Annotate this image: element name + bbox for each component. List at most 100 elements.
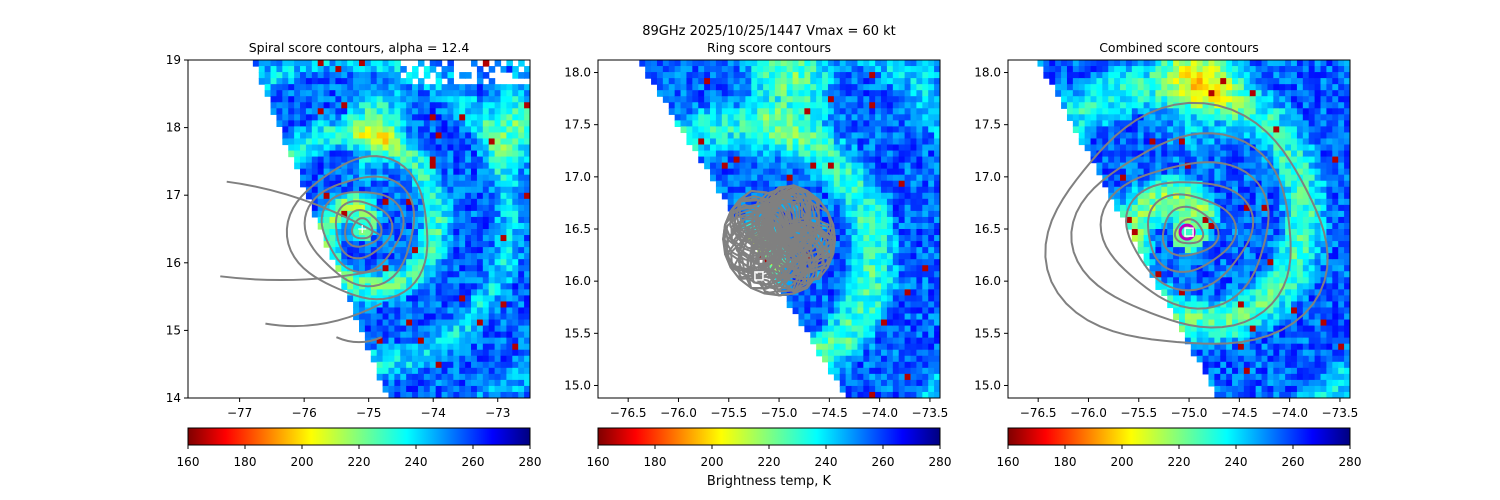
colorbar-tick-label: 280 xyxy=(519,455,542,469)
center-marker xyxy=(1184,227,1194,237)
score-contours xyxy=(220,155,429,344)
x-tick-label: −74 xyxy=(421,406,446,420)
contour-line xyxy=(265,302,383,328)
contour-line xyxy=(303,175,416,288)
contour-line xyxy=(730,190,828,289)
shared-colorbar-label: Brightness temp, K xyxy=(707,474,832,489)
contour-line xyxy=(220,268,382,282)
plot-frame xyxy=(187,59,531,399)
x-tick-label: −76.0 xyxy=(1070,406,1107,420)
contour-line xyxy=(226,180,383,237)
x-tick-label: −75 xyxy=(356,406,381,420)
colorbar-tick-label: 280 xyxy=(929,455,952,469)
x-tick-label: −76 xyxy=(291,406,316,420)
colorbar-tick-label: 180 xyxy=(234,455,257,469)
x-tick-label: −75.0 xyxy=(761,406,798,420)
colorbar-tick-label: 220 xyxy=(1168,455,1191,469)
heatmap-image xyxy=(252,60,530,398)
contour-line xyxy=(1146,193,1238,273)
colorbar-tick-label: 280 xyxy=(1339,455,1362,469)
colorbar-ticks: 160 180 200 220 240 260 280 xyxy=(587,445,952,469)
colorbar-tick-label: 260 xyxy=(872,455,895,469)
contour-line xyxy=(749,188,810,291)
colorbar-tick-label: 160 xyxy=(177,455,200,469)
figure-suptitle: 89GHz 2025/10/25/1447 Vmax = 60 kt xyxy=(642,24,896,39)
y-tick-label: 19 xyxy=(166,53,181,67)
contour-line xyxy=(285,155,429,301)
colorbar-tick-label: 200 xyxy=(701,455,724,469)
heatmap-image xyxy=(639,60,940,398)
x-tick-label: −74.5 xyxy=(811,406,848,420)
colorbar-tick-label: 180 xyxy=(644,455,667,469)
panel-title: Ring score contours xyxy=(707,40,831,55)
axis-ticks: −76.5 −76.0 −75.5 −75.0 −74.5 −74.0 −73.5 15.0 1… xyxy=(564,66,948,420)
contour-line xyxy=(726,184,837,297)
heatmap-image xyxy=(1037,60,1350,398)
x-tick-label: −74.0 xyxy=(861,406,898,420)
x-tick-label: −76.5 xyxy=(1020,406,1057,420)
colorbar-gradient xyxy=(597,427,941,446)
contour-line xyxy=(1124,181,1255,292)
y-tick-label: 16 xyxy=(166,256,181,270)
colorbar-gradient xyxy=(1007,427,1351,446)
x-tick-label: −73.5 xyxy=(912,406,949,420)
contour-line xyxy=(351,217,374,240)
x-tick-label: −74.5 xyxy=(1221,406,1258,420)
y-tick-label: 16.5 xyxy=(974,222,1001,236)
x-tick-label: −77 xyxy=(227,406,252,420)
contour-line xyxy=(344,208,383,248)
colorbar-tick-label: 240 xyxy=(815,455,838,469)
panel-title: Combined score contours xyxy=(1099,40,1259,55)
y-tick-label: 18.0 xyxy=(974,66,1001,80)
y-tick-label: 16.0 xyxy=(974,274,1001,288)
axis-ticks: −77 −76 −75 −74 −73 14 15 16 17 18 19 xyxy=(166,53,511,420)
colorbar: 160 180 200 220 240 260 280 xyxy=(587,427,952,469)
panel-ring: Ring score contours −76.5 −76.0 −75.5 −75.0… xyxy=(564,40,951,469)
x-tick-label: −76.5 xyxy=(610,406,647,420)
y-tick-label: 17 xyxy=(166,188,181,202)
colorbar-tick-label: 260 xyxy=(1282,455,1305,469)
y-tick-label: 17.0 xyxy=(974,170,1001,184)
contour-line xyxy=(1099,161,1270,310)
contour-line xyxy=(1173,218,1205,245)
x-tick-label: −74.0 xyxy=(1271,406,1308,420)
colorbar-tick-label: 180 xyxy=(1054,455,1077,469)
y-tick-label: 18.0 xyxy=(564,66,591,80)
colorbar-tick-label: 240 xyxy=(405,455,428,469)
y-tick-label: 18 xyxy=(166,121,181,135)
y-tick-label: 15.0 xyxy=(564,378,591,392)
contour-line xyxy=(755,208,815,272)
x-tick-label: −73.5 xyxy=(1322,406,1359,420)
panel-combined: Combined score contours −76.5 −76.0 −75.5−… xyxy=(974,40,1361,469)
colorbar: 160 180 200 220 240 260 280 xyxy=(997,427,1362,469)
colorbar-tick-label: 160 xyxy=(997,455,1020,469)
y-tick-label: 17.5 xyxy=(564,118,591,132)
y-tick-label: 15.5 xyxy=(974,326,1001,340)
colorbar-tick-label: 260 xyxy=(462,455,485,469)
axis-ticks: −76.5 −76.0 −75.5 −75.0 −74.5 −74.0 −73.5 15.0 1… xyxy=(974,66,1358,420)
colorbar-ticks: 160 180 200 220 240 260 280 xyxy=(177,445,542,469)
score-contours xyxy=(1044,101,1329,345)
x-tick-label: −73 xyxy=(485,406,510,420)
panel-spiral: Spiral score contours, alpha = 12.4 −77−… xyxy=(166,40,542,469)
x-tick-label: −75.0 xyxy=(1171,406,1208,420)
contour-line xyxy=(1044,101,1329,345)
colorbar: 160 180 200 220 240 260 280 xyxy=(177,427,542,469)
colorbar-tick-label: 160 xyxy=(587,455,610,469)
colorbar-tick-label: 240 xyxy=(1225,455,1248,469)
y-tick-label: 14 xyxy=(166,391,181,405)
contour-line xyxy=(739,199,819,280)
x-tick-label: −75.5 xyxy=(1120,406,1157,420)
x-tick-label: −76.0 xyxy=(660,406,697,420)
colorbar-tick-label: 200 xyxy=(291,455,314,469)
y-tick-label: 15.5 xyxy=(564,326,591,340)
contour-line xyxy=(336,336,382,344)
center-marker xyxy=(358,225,367,233)
y-tick-label: 17.5 xyxy=(974,118,1001,132)
y-tick-label: 16.0 xyxy=(564,274,591,288)
colorbar-tick-label: 220 xyxy=(348,455,371,469)
center-marker xyxy=(754,271,764,281)
contour-line xyxy=(750,218,808,261)
colorbar-ticks: 160 180 200 220 240 260 280 xyxy=(997,445,1362,469)
